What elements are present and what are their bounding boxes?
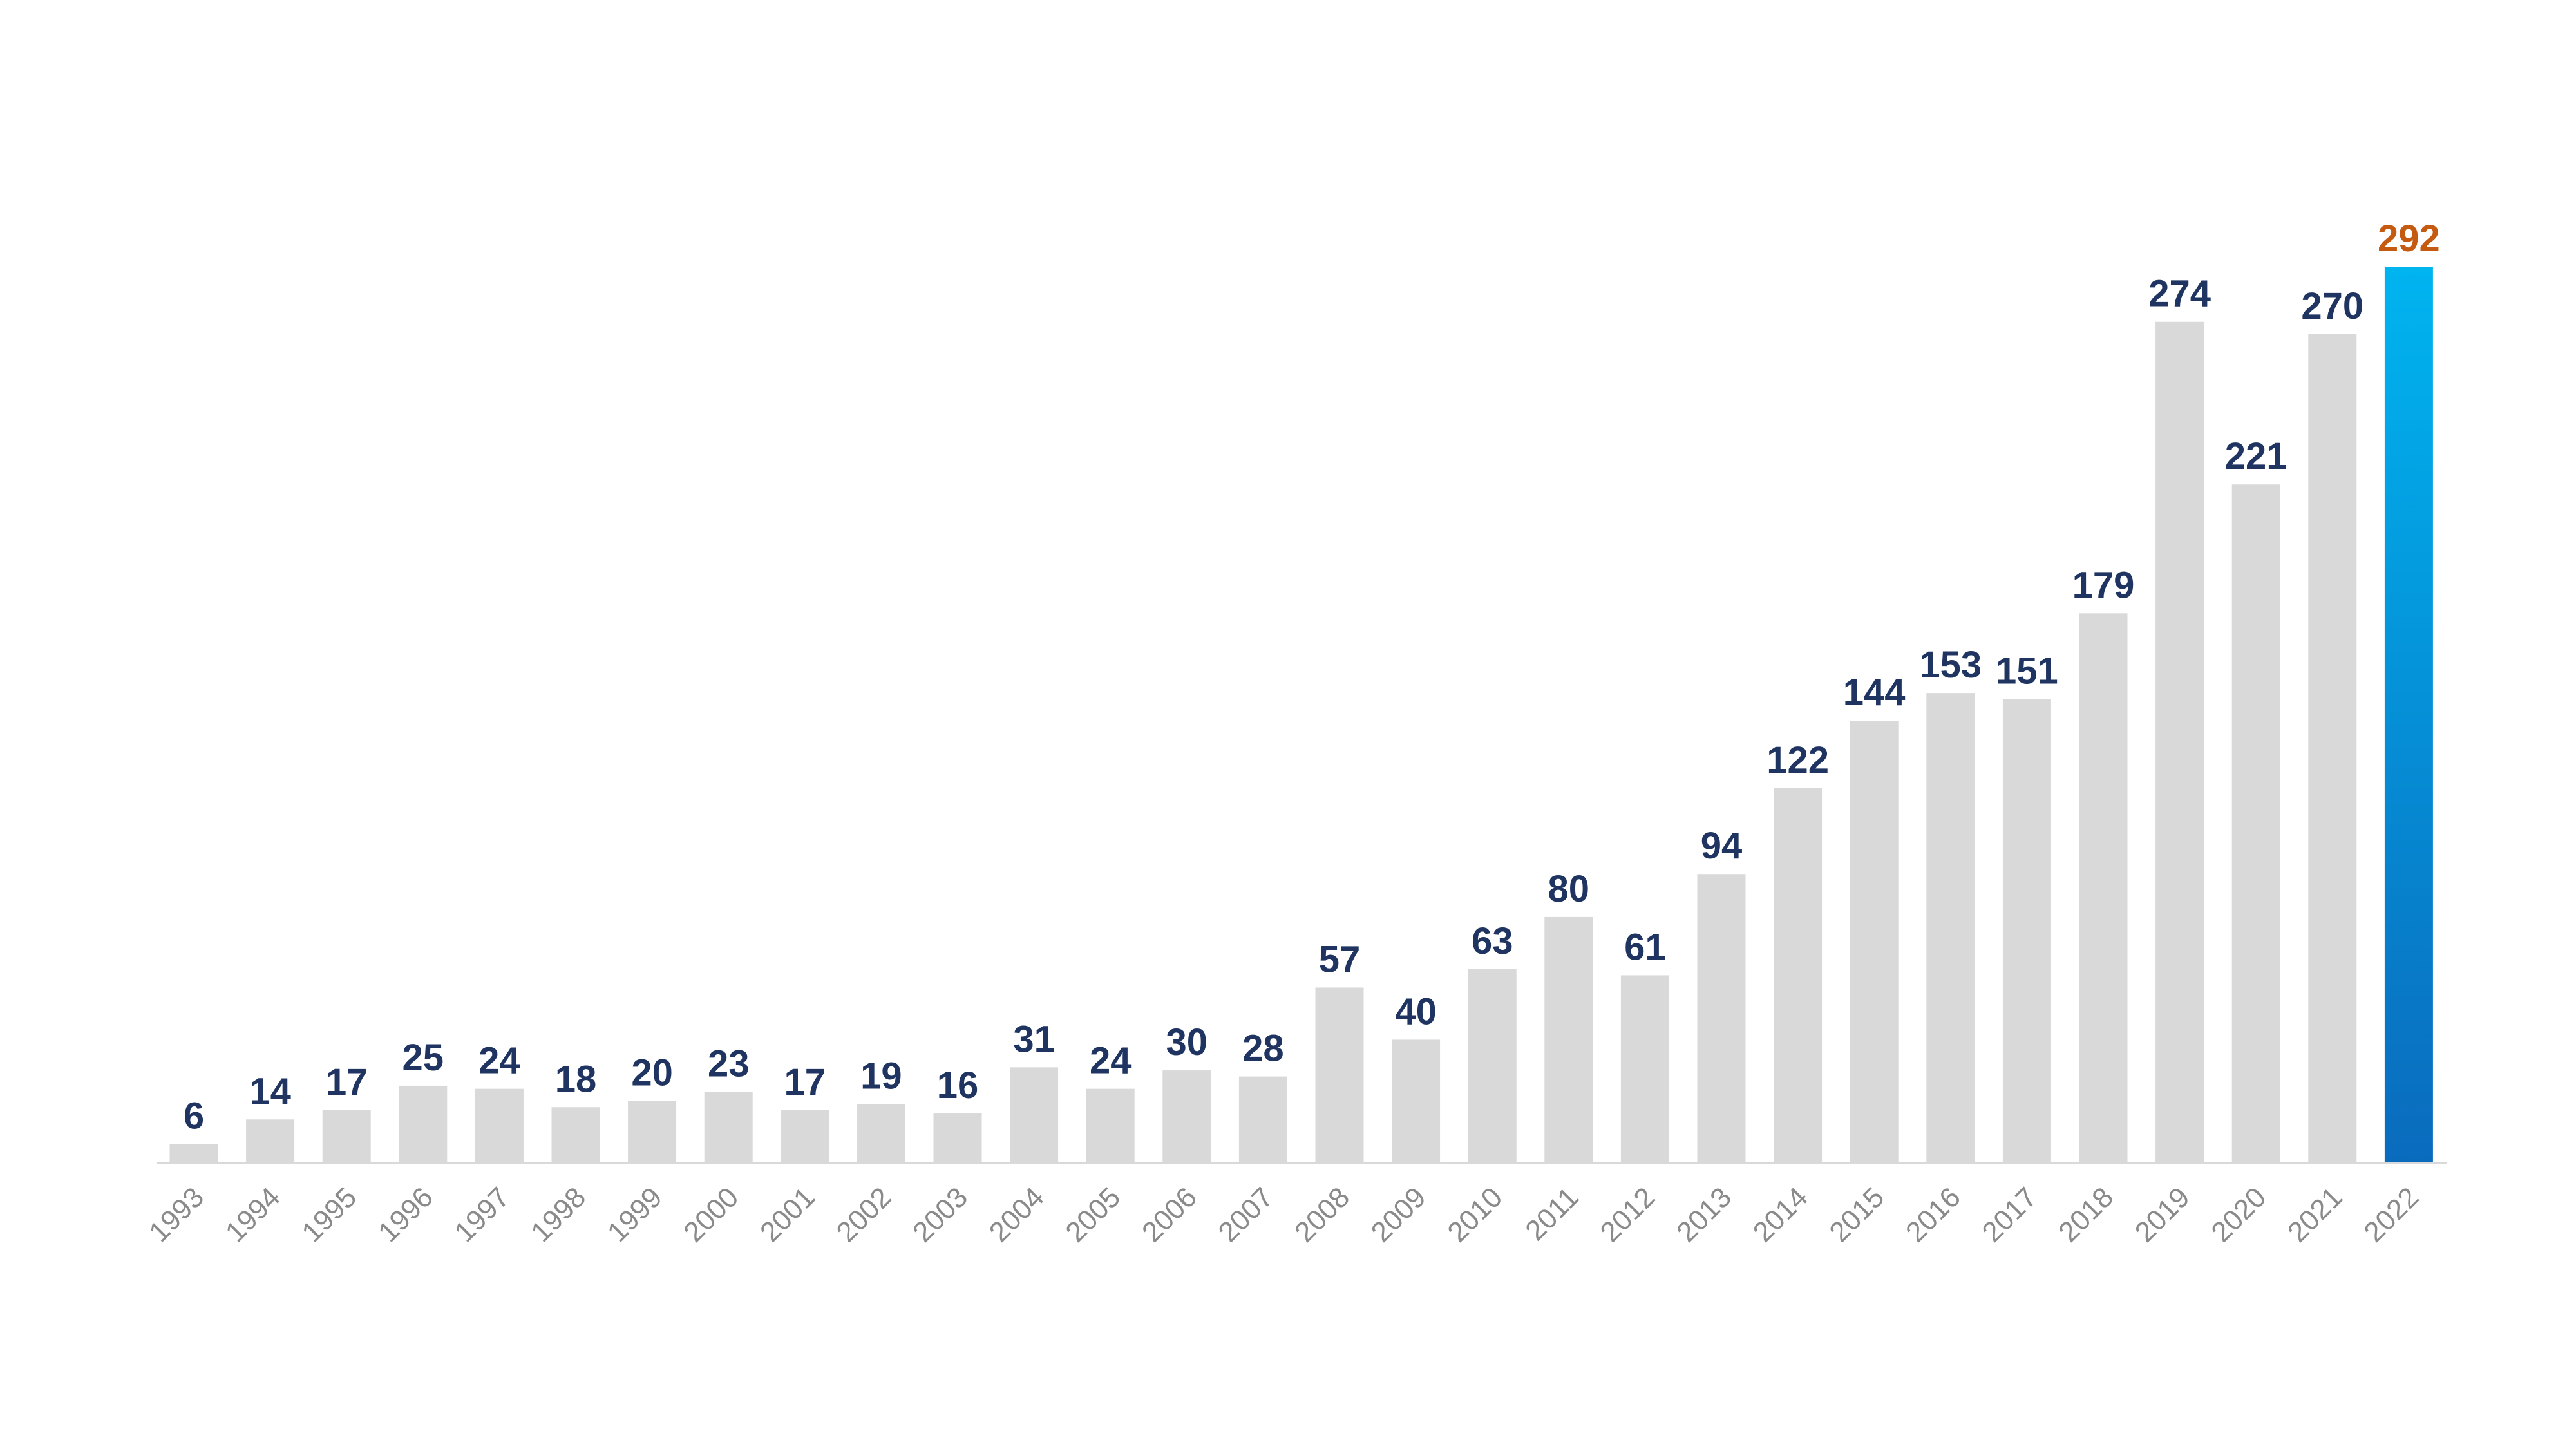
value-label: 17 xyxy=(784,1061,826,1103)
value-label: 270 xyxy=(2301,285,2363,327)
value-label: 19 xyxy=(860,1055,902,1097)
x-tick-label: 2014 xyxy=(1747,1181,1814,1248)
value-label: 6 xyxy=(184,1095,204,1137)
value-label: 122 xyxy=(1766,739,1829,781)
bar xyxy=(857,1104,905,1162)
x-tick-label: 1995 xyxy=(296,1181,363,1248)
value-label: 18 xyxy=(555,1058,597,1100)
value-label: 30 xyxy=(1166,1021,1208,1063)
value-label: 23 xyxy=(708,1043,750,1084)
bar xyxy=(1468,969,1517,1162)
value-label: 25 xyxy=(402,1037,444,1079)
x-tick-label: 2010 xyxy=(1441,1181,1508,1248)
bar xyxy=(704,1092,753,1162)
x-tick-label: 1997 xyxy=(449,1181,516,1248)
bar xyxy=(1544,916,1593,1162)
x-tick-label: 2007 xyxy=(1213,1181,1280,1248)
bar xyxy=(1926,693,1975,1162)
x-tick-label: 2019 xyxy=(2129,1181,2196,1248)
bar xyxy=(1086,1088,1135,1162)
x-tick-label: 2012 xyxy=(1595,1181,1662,1248)
bar xyxy=(1315,987,1364,1162)
x-tick-label: 1996 xyxy=(372,1181,439,1248)
value-label: 24 xyxy=(478,1040,520,1082)
value-label: 144 xyxy=(1843,672,1906,714)
bar xyxy=(2079,613,2128,1162)
x-tick-label: 1994 xyxy=(220,1181,287,1248)
x-tick-label: 2013 xyxy=(1671,1181,1738,1248)
bar xyxy=(475,1088,524,1162)
value-label: 179 xyxy=(2072,564,2135,606)
bar xyxy=(781,1110,829,1162)
x-tick-label: 2005 xyxy=(1059,1181,1126,1248)
value-label: 61 xyxy=(1624,926,1666,968)
value-label: 80 xyxy=(1548,868,1590,910)
x-tick-label: 1993 xyxy=(143,1181,210,1248)
bar xyxy=(2308,334,2357,1162)
bar xyxy=(628,1101,677,1162)
x-tick-label: 2017 xyxy=(1976,1181,2043,1248)
x-tick-label: 2016 xyxy=(1900,1181,1967,1248)
bar xyxy=(2155,321,2204,1162)
value-label: 31 xyxy=(1013,1018,1055,1060)
x-tick-label: 2000 xyxy=(677,1181,744,1248)
bar xyxy=(1774,788,1823,1162)
x-tick-label: 2003 xyxy=(907,1181,974,1248)
x-tick-label: 2001 xyxy=(754,1181,821,1248)
value-label: 16 xyxy=(937,1065,979,1106)
bar xyxy=(1697,874,1746,1162)
bar xyxy=(2231,484,2280,1162)
x-tick-label: 1999 xyxy=(601,1181,668,1248)
x-tick-label: 2006 xyxy=(1136,1181,1203,1248)
bar xyxy=(399,1085,448,1162)
value-label: 14 xyxy=(249,1070,291,1112)
bar xyxy=(1162,1070,1211,1162)
bar xyxy=(1850,721,1899,1162)
x-tick-label: 1998 xyxy=(525,1181,592,1248)
value-label: 63 xyxy=(1472,920,1513,962)
bar xyxy=(933,1113,982,1162)
bar xyxy=(1238,1076,1287,1162)
value-label: 57 xyxy=(1319,938,1361,980)
x-tick-label: 2009 xyxy=(1365,1181,1432,1248)
value-label: 24 xyxy=(1090,1040,1132,1082)
x-tick-label: 2018 xyxy=(2052,1181,2119,1248)
value-label: 151 xyxy=(1996,650,2058,692)
value-label: 40 xyxy=(1395,990,1437,1032)
value-label: 28 xyxy=(1242,1028,1284,1070)
bar xyxy=(1392,1039,1441,1162)
value-label: 94 xyxy=(1701,825,1743,867)
x-tick-label: 2008 xyxy=(1289,1181,1356,1248)
x-tick-label: 2002 xyxy=(831,1181,898,1248)
bar xyxy=(322,1110,371,1162)
bar xyxy=(1010,1067,1059,1162)
bar xyxy=(551,1107,600,1162)
x-tick-label: 2011 xyxy=(1519,1181,1585,1247)
bar xyxy=(1620,975,1669,1162)
x-tick-label: 2020 xyxy=(2205,1181,2272,1248)
bar xyxy=(2384,267,2433,1162)
value-label: 292 xyxy=(2378,218,2440,260)
bar xyxy=(169,1144,218,1162)
value-label: 221 xyxy=(2225,435,2287,477)
x-tick-label: 2021 xyxy=(2282,1181,2349,1248)
bar xyxy=(2002,699,2051,1162)
value-label: 274 xyxy=(2148,273,2211,315)
value-label: 20 xyxy=(631,1052,673,1094)
bar xyxy=(246,1119,295,1162)
x-tick-label: 2022 xyxy=(2358,1181,2425,1248)
x-tick-label: 2015 xyxy=(1823,1181,1890,1248)
value-label: 153 xyxy=(1919,644,1982,686)
value-label: 17 xyxy=(326,1061,368,1103)
x-tick-label: 2004 xyxy=(983,1181,1050,1248)
